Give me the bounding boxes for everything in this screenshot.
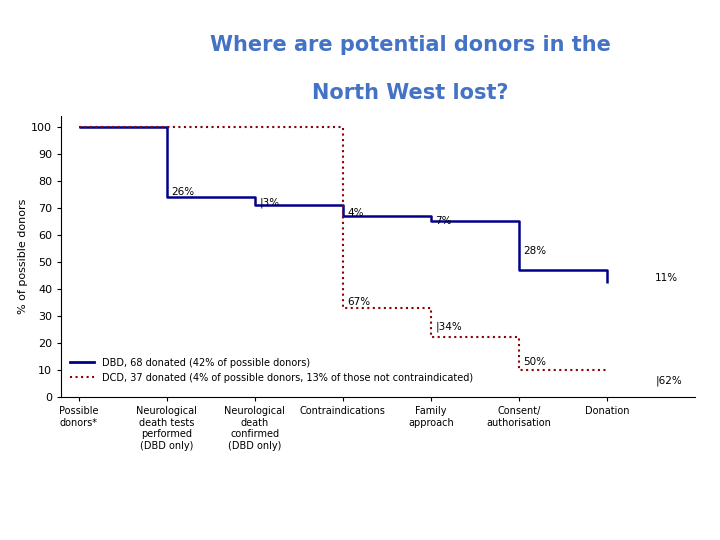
Text: 50%: 50% [523,357,546,367]
Legend: DBD, 68 donated (42% of possible donors), DCD, 37 donated (4% of possible donors: DBD, 68 donated (42% of possible donors)… [66,354,477,387]
Y-axis label: % of possible donors: % of possible donors [19,199,28,314]
Text: |62%: |62% [655,375,682,386]
Text: 4%: 4% [347,208,364,218]
Text: |3%: |3% [259,197,279,208]
Text: Organ Donation Past, Present and Future: Organ Donation Past, Present and Future [14,509,339,523]
Text: 67%: 67% [347,298,370,307]
Text: 28%: 28% [523,246,546,256]
Text: |34%: |34% [435,321,462,332]
Text: 7%: 7% [435,217,451,226]
Text: North West lost?: North West lost? [312,83,508,104]
Text: 26%: 26% [171,187,194,197]
Text: 10: 10 [681,509,698,523]
Text: Where are potential donors in the: Where are potential donors in the [210,35,611,55]
Text: 11%: 11% [655,273,678,283]
